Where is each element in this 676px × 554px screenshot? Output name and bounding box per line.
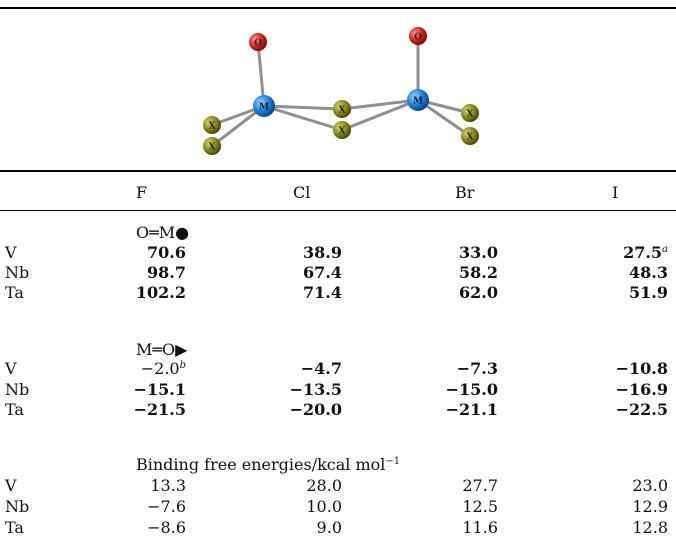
atom-label: X	[467, 110, 474, 120]
atoms: O O M M X X X X X X	[203, 27, 479, 155]
table-cell: −13.5	[289, 380, 342, 399]
footnote-marker: b	[179, 360, 186, 371]
atom-halogen	[461, 127, 479, 145]
row-label: Ta	[5, 400, 24, 419]
table-cell: −15.1	[133, 380, 186, 399]
table-cell: −8.6	[147, 518, 186, 537]
table-cell: 58.2	[459, 263, 498, 282]
section-title: Binding free energies/kcal mol−1	[136, 455, 401, 474]
atom-metal	[253, 95, 275, 117]
table-cell: 33.0	[459, 243, 498, 262]
table-cell: −10.8	[615, 359, 668, 378]
row-label: V	[5, 476, 17, 495]
atom-label: X	[209, 122, 216, 132]
atom-metal	[407, 89, 429, 111]
atom-label: X	[339, 127, 346, 137]
column-header-i: I	[612, 183, 619, 202]
table-cell: 12.9	[632, 497, 668, 516]
row-label: Nb	[5, 263, 30, 282]
column-header-cl: Cl	[293, 183, 311, 202]
table-cell: −20.0	[289, 400, 342, 419]
table-cell: −16.9	[615, 380, 668, 399]
table-cell: −15.0	[445, 380, 498, 399]
table-cell: 9.0	[316, 518, 342, 537]
unit-exponent: −1	[385, 456, 401, 467]
section-title: M═O▶	[136, 340, 188, 359]
table-cell: 23.0	[632, 476, 668, 495]
table-cell: 28.0	[306, 476, 342, 495]
section-title: O═M●	[136, 223, 190, 242]
table-cell: −21.1	[445, 400, 498, 419]
table-cell: 12.5	[462, 497, 498, 516]
table-cell: −4.7	[300, 359, 342, 378]
table-cell: 38.9	[303, 243, 342, 262]
atom-label: X	[339, 106, 346, 116]
table-cell: 48.3	[629, 263, 668, 282]
table-cell: 62.0	[459, 283, 498, 302]
table-cell: 98.7	[147, 263, 186, 282]
row-label: V	[5, 243, 17, 262]
row-label: Nb	[5, 380, 30, 399]
column-header-br: Br	[455, 183, 475, 202]
atom-oxygen	[409, 27, 427, 45]
table-rule	[0, 170, 676, 172]
bond	[340, 98, 420, 132]
molecule-structure: O O M M X X X X X X	[203, 27, 479, 155]
table-cell: 12.8	[632, 518, 668, 537]
table-top-rule	[0, 7, 676, 9]
table-cell: −22.5	[615, 400, 668, 419]
atom-halogen	[203, 137, 221, 155]
bond	[262, 104, 344, 132]
atom-halogen	[461, 104, 479, 122]
header-rule	[0, 210, 676, 211]
atom-label: M	[413, 97, 423, 107]
table-cell: 27.7	[462, 476, 498, 495]
atom-halogen	[203, 116, 221, 134]
atom-label: M	[259, 103, 269, 113]
table-cell: −2.0b	[140, 359, 186, 378]
table-cell: 70.6	[147, 243, 186, 262]
atom-label: X	[467, 133, 474, 143]
atom-halogen	[333, 121, 351, 139]
atom-halogen	[333, 100, 351, 118]
atom-label: O	[414, 33, 422, 43]
table-cell: −7.3	[456, 359, 498, 378]
table-cell: 67.4	[303, 263, 342, 282]
atom-label: X	[209, 143, 216, 153]
table-cell: −7.6	[147, 497, 186, 516]
table-cell: 13.3	[150, 476, 186, 495]
atom-label: O	[254, 39, 262, 49]
row-label: Nb	[5, 497, 30, 516]
row-label: Ta	[5, 518, 24, 537]
table-cell: 27.5a	[623, 243, 668, 262]
table-cell: 102.2	[135, 283, 186, 302]
table-cell: 71.4	[303, 283, 342, 302]
bond	[262, 104, 344, 111]
table-cell: 10.0	[306, 497, 342, 516]
column-header-f: F	[136, 183, 148, 202]
row-label: Ta	[5, 283, 24, 302]
table-cell: 11.6	[462, 518, 498, 537]
table-cell: 51.9	[629, 283, 668, 302]
footnote-marker: a	[662, 244, 668, 255]
row-label: V	[5, 359, 17, 378]
atom-oxygen	[249, 33, 267, 51]
bond	[340, 98, 420, 111]
table-cell: −21.5	[133, 400, 186, 419]
